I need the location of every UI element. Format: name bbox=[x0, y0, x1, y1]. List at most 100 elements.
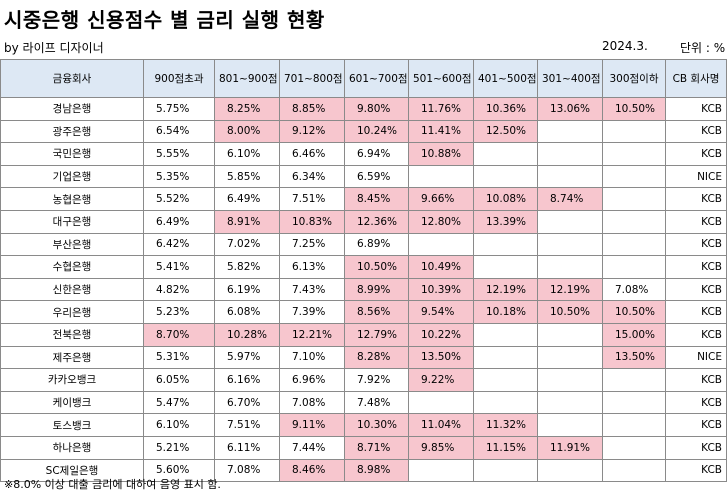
rate-cell bbox=[473, 322, 538, 347]
rate-cell: 10.50% bbox=[602, 97, 666, 121]
rate-cell bbox=[473, 142, 538, 166]
rate-cell: 10.30% bbox=[344, 413, 409, 437]
rate-cell bbox=[473, 255, 538, 279]
rate-cell: 7.48% bbox=[344, 390, 409, 415]
rate-cell bbox=[602, 119, 666, 144]
rate-cell: 7.51% bbox=[279, 187, 345, 211]
rate-cell: 10.08% bbox=[473, 187, 538, 211]
bank-name-cell: 우리은행 bbox=[0, 300, 144, 324]
rate-cell: 6.94% bbox=[344, 142, 409, 166]
rate-cell: 8.56% bbox=[344, 300, 409, 324]
rate-cell bbox=[602, 209, 666, 234]
table-row: 카카오뱅크 6.05% 6.16% 6.96% 7.92% 9.22% KCB bbox=[0, 368, 727, 392]
cb-company-cell: KCB bbox=[665, 97, 727, 121]
table-row: 제주은행 5.31% 5.97% 7.10% 8.28% 13.50% 13.50% NICE bbox=[0, 345, 727, 370]
table-row: SC제일은행 5.60% 7.08% 8.46% 8.98% KCB bbox=[0, 458, 727, 483]
rate-cell: 6.42% bbox=[143, 232, 215, 257]
rate-cell: 12.21% bbox=[279, 322, 345, 347]
rate-cell bbox=[537, 345, 603, 370]
rate-cell: 6.49% bbox=[214, 187, 280, 211]
cb-company-cell: KCB bbox=[665, 458, 727, 483]
rate-cell bbox=[537, 119, 603, 144]
rate-cell: 6.89% bbox=[344, 232, 409, 257]
rate-cell: 8.99% bbox=[344, 277, 409, 302]
column-header[interactable]: 701~800점 bbox=[279, 59, 345, 98]
table-header-row: 금융회사 900점초과 801~900점 701~800점 601~700점 501~60… bbox=[0, 59, 727, 98]
rate-cell bbox=[473, 345, 538, 370]
table-row: 경남은행 5.75% 8.25% 8.85% 9.80% 11.76% 10.36% 13.0… bbox=[0, 97, 727, 121]
rate-cell bbox=[473, 232, 538, 257]
rate-cell bbox=[473, 164, 538, 189]
rate-cell bbox=[537, 164, 603, 189]
rate-cell: 5.55% bbox=[143, 142, 215, 166]
column-header[interactable]: 300점이하 bbox=[602, 59, 666, 98]
rate-cell: 5.82% bbox=[214, 255, 280, 279]
cb-company-cell: KCB bbox=[665, 368, 727, 392]
rate-cell bbox=[408, 458, 474, 483]
rate-cell: 7.44% bbox=[279, 435, 345, 460]
rate-cell: 5.47% bbox=[143, 390, 215, 415]
rate-cell: 6.11% bbox=[214, 435, 280, 460]
rate-cell bbox=[537, 413, 603, 437]
rate-cell: 8.74% bbox=[537, 187, 603, 211]
rate-cell: 12.19% bbox=[473, 277, 538, 302]
rate-cell: 11.32% bbox=[473, 413, 538, 437]
rate-cell: 12.50% bbox=[473, 119, 538, 144]
rate-cell bbox=[602, 255, 666, 279]
column-header[interactable]: 501~600점 bbox=[408, 59, 474, 98]
rate-cell: 9.66% bbox=[408, 187, 474, 211]
column-header[interactable]: 301~400점 bbox=[537, 59, 603, 98]
cb-company-cell: KCB bbox=[665, 209, 727, 234]
rate-cell: 7.08% bbox=[602, 277, 666, 302]
rate-cell: 10.50% bbox=[602, 300, 666, 324]
rate-cell bbox=[537, 142, 603, 166]
bank-name-cell: 부산은행 bbox=[0, 232, 144, 257]
rate-cell: 12.79% bbox=[344, 322, 409, 347]
column-header[interactable]: 401~500점 bbox=[473, 59, 538, 98]
rate-cell: 6.46% bbox=[279, 142, 345, 166]
rate-cell: 5.85% bbox=[214, 164, 280, 189]
column-header[interactable]: 900점초과 bbox=[143, 59, 215, 98]
rate-cell: 8.25% bbox=[214, 97, 280, 121]
cb-company-cell: KCB bbox=[665, 119, 727, 144]
table-row: 토스뱅크 6.10% 7.51% 9.11% 10.30% 11.04% 11.32% KCB bbox=[0, 413, 727, 437]
column-header[interactable]: 801~900점 bbox=[214, 59, 280, 98]
rate-cell: 13.50% bbox=[602, 345, 666, 370]
rate-cell: 8.00% bbox=[214, 119, 280, 144]
bank-name-cell: 카카오뱅크 bbox=[0, 368, 144, 392]
bank-name-cell: SC제일은행 bbox=[0, 458, 144, 483]
cb-company-cell: KCB bbox=[665, 277, 727, 302]
table-row: 수협은행 5.41% 5.82% 6.13% 10.50% 10.49% KCB bbox=[0, 255, 727, 279]
rate-cell bbox=[537, 232, 603, 257]
rate-cell: 6.19% bbox=[214, 277, 280, 302]
bank-name-cell: 농협은행 bbox=[0, 187, 144, 211]
rate-cell: 9.85% bbox=[408, 435, 474, 460]
rate-cell bbox=[537, 390, 603, 415]
rate-cell: 6.08% bbox=[214, 300, 280, 324]
cb-company-cell: KCB bbox=[665, 255, 727, 279]
rate-cell: 5.41% bbox=[143, 255, 215, 279]
cb-company-cell: KCB bbox=[665, 390, 727, 415]
rate-cell bbox=[537, 209, 603, 234]
cb-company-cell: KCB bbox=[665, 413, 727, 437]
interest-rate-table: 금융회사 900점초과 801~900점 701~800점 601~700점 501~60… bbox=[0, 59, 727, 483]
rate-cell: 8.70% bbox=[143, 322, 215, 347]
rate-cell: 8.45% bbox=[344, 187, 409, 211]
rate-cell: 6.05% bbox=[143, 368, 215, 392]
column-header[interactable]: CB 회사명 bbox=[665, 59, 727, 98]
table-row: 부산은행 6.42% 7.02% 7.25% 6.89% KCB bbox=[0, 232, 727, 257]
table-row: 농협은행 5.52% 6.49% 7.51% 8.45% 9.66% 10.08% 8.74%… bbox=[0, 187, 727, 211]
rate-cell: 7.51% bbox=[214, 413, 280, 437]
cb-company-cell: KCB bbox=[665, 322, 727, 347]
cb-company-cell: KCB bbox=[665, 232, 727, 257]
column-header[interactable]: 금융회사 bbox=[0, 59, 144, 98]
bank-name-cell: 케이뱅크 bbox=[0, 390, 144, 415]
rate-cell bbox=[602, 458, 666, 483]
rate-cell: 6.34% bbox=[279, 164, 345, 189]
column-header[interactable]: 601~700점 bbox=[344, 59, 409, 98]
rate-cell: 13.50% bbox=[408, 345, 474, 370]
rate-cell: 6.70% bbox=[214, 390, 280, 415]
rate-cell: 9.12% bbox=[279, 119, 345, 144]
bank-name-cell: 경남은행 bbox=[0, 97, 144, 121]
table-row: 광주은행 6.54% 8.00% 9.12% 10.24% 11.41% 12.50% KCB bbox=[0, 119, 727, 144]
